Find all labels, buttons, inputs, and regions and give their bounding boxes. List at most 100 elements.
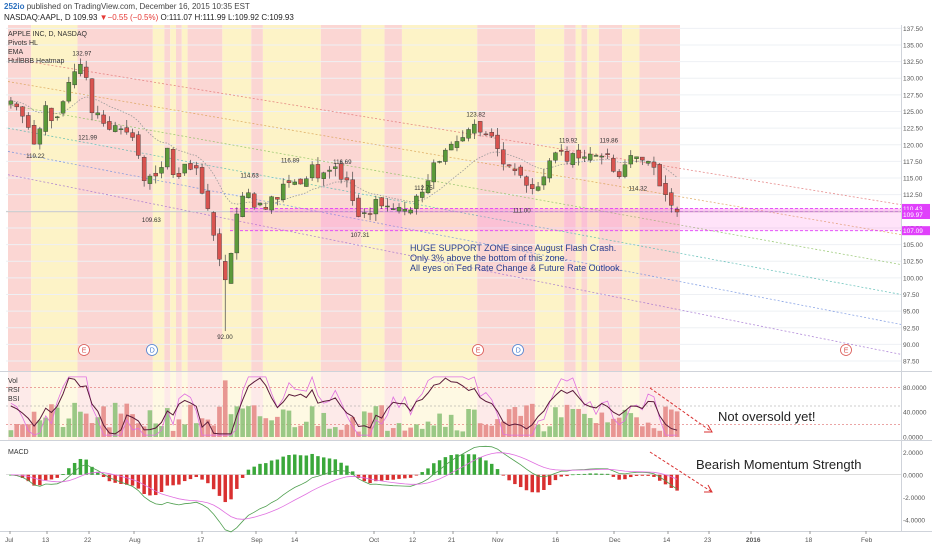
price-tick-label: 95.00 [903, 309, 920, 316]
volume-bar [547, 426, 552, 437]
candle-body [49, 107, 54, 122]
volume-bar [83, 413, 89, 437]
candle [31, 119, 37, 145]
candle [333, 163, 338, 177]
volume-bar [518, 415, 524, 437]
macd-histogram-bar [449, 455, 453, 475]
price-tick-label: 90.00 [903, 342, 920, 349]
volume-bar [275, 416, 280, 437]
heatmap-band [639, 25, 680, 371]
volume-bar [668, 409, 674, 437]
event-marker: E [78, 344, 90, 356]
macd-histogram-bar [339, 462, 343, 475]
candle-body [541, 176, 547, 186]
symbol-line: NASDAQ:AAPL, D 109.93 ▼−0.55 (−0.5%) O:1… [4, 13, 294, 22]
macd-histogram-bar [518, 474, 523, 488]
macd-histogram-bar [32, 474, 36, 486]
candle [414, 194, 419, 215]
candle-body [170, 149, 176, 175]
macd-histogram-bar [72, 462, 77, 475]
volume-bar [379, 405, 384, 437]
volume-bar [570, 408, 576, 437]
macd-histogram-bar [437, 460, 442, 475]
price-tick-label: 102.50 [903, 259, 923, 266]
price-tick-label: 125.00 [903, 109, 923, 116]
candle-body [396, 207, 402, 212]
macd-histogram-bar [223, 474, 227, 503]
oscillator-tick-label: 0.0000 [903, 435, 923, 442]
volume-bar [217, 406, 222, 437]
volume-bar [332, 427, 338, 437]
event-marker: D [146, 344, 158, 356]
publisher-name[interactable]: 252io [4, 2, 25, 11]
volume-bar [373, 406, 379, 437]
candle [593, 153, 599, 157]
price-tick-label: 135.00 [903, 42, 923, 49]
candle-body [66, 82, 72, 102]
price-tick-label: 137.50 [903, 26, 923, 33]
candle-body [43, 105, 48, 132]
candle [246, 188, 251, 199]
macd-histogram-bar [553, 474, 558, 481]
candle-body [425, 180, 431, 194]
legend-entry: APPLE INC, D, NASDAQ [8, 31, 88, 38]
candle [634, 156, 639, 163]
volume-bar [321, 412, 327, 437]
macd-histogram-bar [26, 474, 31, 482]
candle-body [582, 156, 587, 159]
candle-body [89, 78, 95, 114]
macd-histogram-bar [125, 474, 129, 485]
candle [49, 107, 54, 129]
heatmap-band [31, 25, 78, 371]
volume-bar [205, 419, 211, 437]
volume-bar [414, 424, 419, 437]
heatmap-band [384, 25, 402, 371]
candle-body [674, 208, 680, 213]
macd-histogram-bar [617, 474, 621, 480]
candle [269, 195, 274, 214]
candle [570, 152, 576, 168]
macd-histogram-bar [432, 463, 436, 475]
candle [472, 119, 477, 140]
candle-body [321, 172, 326, 179]
volume-bar [176, 419, 182, 437]
candle [651, 156, 657, 176]
volume-bar [628, 413, 634, 437]
volume-bar [663, 406, 668, 437]
volume-bar [153, 423, 159, 437]
volume-bar [66, 418, 72, 437]
macd-histogram-bar [188, 474, 193, 480]
candle [518, 164, 523, 179]
macd-histogram-bar [629, 474, 633, 478]
channel-line [7, 81, 902, 235]
candle [477, 121, 483, 137]
macd-label: MACD [8, 449, 29, 456]
volume-bar [228, 414, 234, 437]
time-tick-label: 14 [663, 537, 671, 544]
volume-bar [385, 430, 390, 437]
candle [228, 252, 234, 284]
volume-bar [466, 409, 471, 437]
candle [72, 63, 77, 89]
candle [321, 171, 326, 186]
candle [136, 131, 141, 159]
macd-histogram-bar [501, 474, 506, 476]
volume-bar [367, 412, 373, 437]
annotation-line: HUGE SUPPORT ZONE since August Flash Cra… [410, 243, 616, 253]
heatmap-band [187, 25, 223, 371]
candle-body [292, 181, 297, 185]
candle-body [512, 168, 518, 171]
macd-histogram-bar [345, 465, 349, 475]
macd-histogram-bar [495, 469, 500, 475]
volume-bar [437, 413, 442, 437]
candle-body [576, 149, 581, 159]
candle-body [112, 125, 118, 132]
candle [663, 175, 668, 202]
volume-bar [141, 426, 147, 437]
candle-body [269, 196, 274, 211]
candle-body [83, 66, 89, 78]
channel-lines [7, 57, 902, 355]
volume-bar [101, 406, 106, 437]
candle-body [448, 143, 454, 151]
